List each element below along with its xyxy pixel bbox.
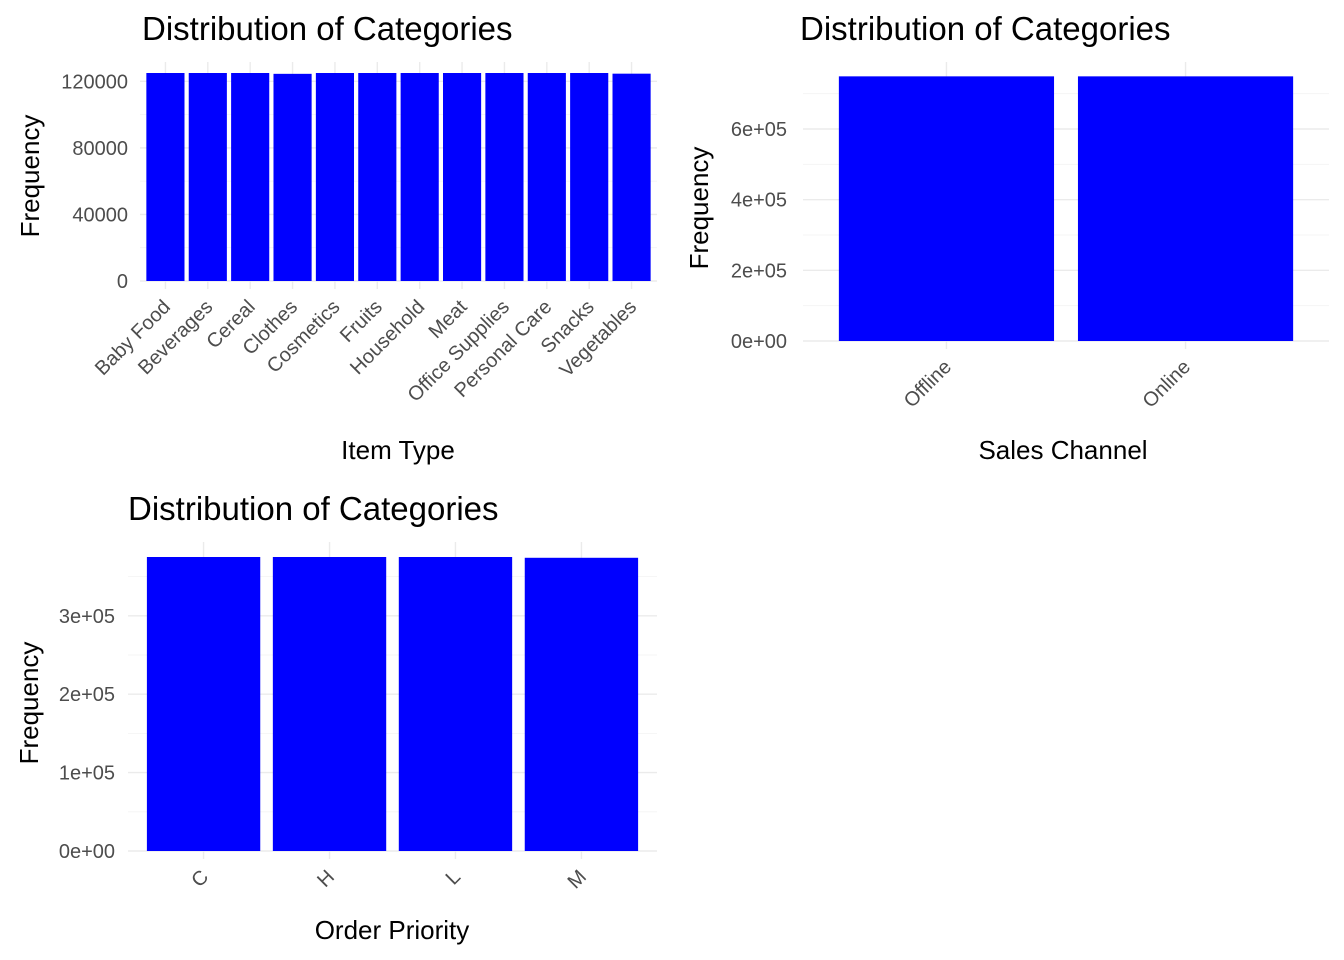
- bar-c: [146, 557, 261, 851]
- bar-offline: [838, 76, 1055, 341]
- chart-title: Distribution of Categories: [142, 10, 513, 47]
- x-axis-title: Sales Channel: [978, 435, 1147, 465]
- chart-title: Distribution of Categories: [800, 10, 1171, 47]
- y-tick-label: 40000: [72, 204, 128, 226]
- y-tick-label: 1e+05: [59, 763, 115, 785]
- y-tick-label: 2e+05: [59, 684, 115, 706]
- x-axis-title: Order Priority: [315, 915, 470, 945]
- y-tick-label: 3e+05: [59, 606, 115, 628]
- bar-fruits: [358, 73, 397, 281]
- bar-personal-care: [527, 73, 566, 281]
- x-tick-label: H: [313, 866, 339, 892]
- y-tick-label: 120000: [61, 71, 128, 93]
- bars: [838, 76, 1294, 341]
- bars: [146, 557, 639, 851]
- bar-meat: [442, 73, 482, 281]
- y-tick-label: 6e+05: [731, 119, 787, 141]
- bar-m: [524, 557, 639, 851]
- bar-baby-food: [146, 73, 185, 281]
- bar-vegetables: [612, 73, 651, 281]
- x-tick-label: Offline: [900, 356, 956, 412]
- bar-h: [272, 557, 387, 851]
- bar-clothes: [273, 73, 312, 281]
- x-tick-label: C: [187, 866, 213, 892]
- bar-cereal: [231, 73, 270, 281]
- bar-snacks: [570, 73, 609, 281]
- chart-panel-3: 0e+00 1e+05 2e+05 3e+05 C H L M Distribution of …: [14, 490, 657, 945]
- bars: [146, 73, 651, 281]
- chart-title: Distribution of Categories: [128, 490, 499, 527]
- bar-online: [1077, 76, 1294, 341]
- x-axis-title: Item Type: [341, 435, 455, 465]
- y-tick-label: 2e+05: [731, 260, 787, 282]
- bar-l: [398, 557, 513, 851]
- bar-cosmetics: [315, 73, 355, 281]
- y-axis-title: Frequency: [14, 642, 44, 765]
- y-axis-title: Frequency: [15, 115, 45, 238]
- bar-household: [400, 73, 439, 281]
- y-tick-label: 0: [117, 271, 128, 293]
- y-tick-label: 0e+00: [731, 331, 787, 353]
- y-tick-label: 80000: [72, 138, 128, 160]
- bar-beverages: [188, 73, 227, 281]
- x-tick-label: M: [564, 866, 591, 893]
- x-tick-label: L: [442, 866, 465, 889]
- y-tick-label: 4e+05: [731, 190, 787, 212]
- y-axis-title: Frequency: [684, 147, 714, 270]
- x-tick-label: Online: [1139, 356, 1195, 412]
- bar-office-supplies: [485, 73, 524, 281]
- y-tick-label: 0e+00: [59, 841, 115, 863]
- chart-panel-2: 0e+00 2e+05 4e+05 6e+05 Offline Online Distrib…: [684, 10, 1329, 465]
